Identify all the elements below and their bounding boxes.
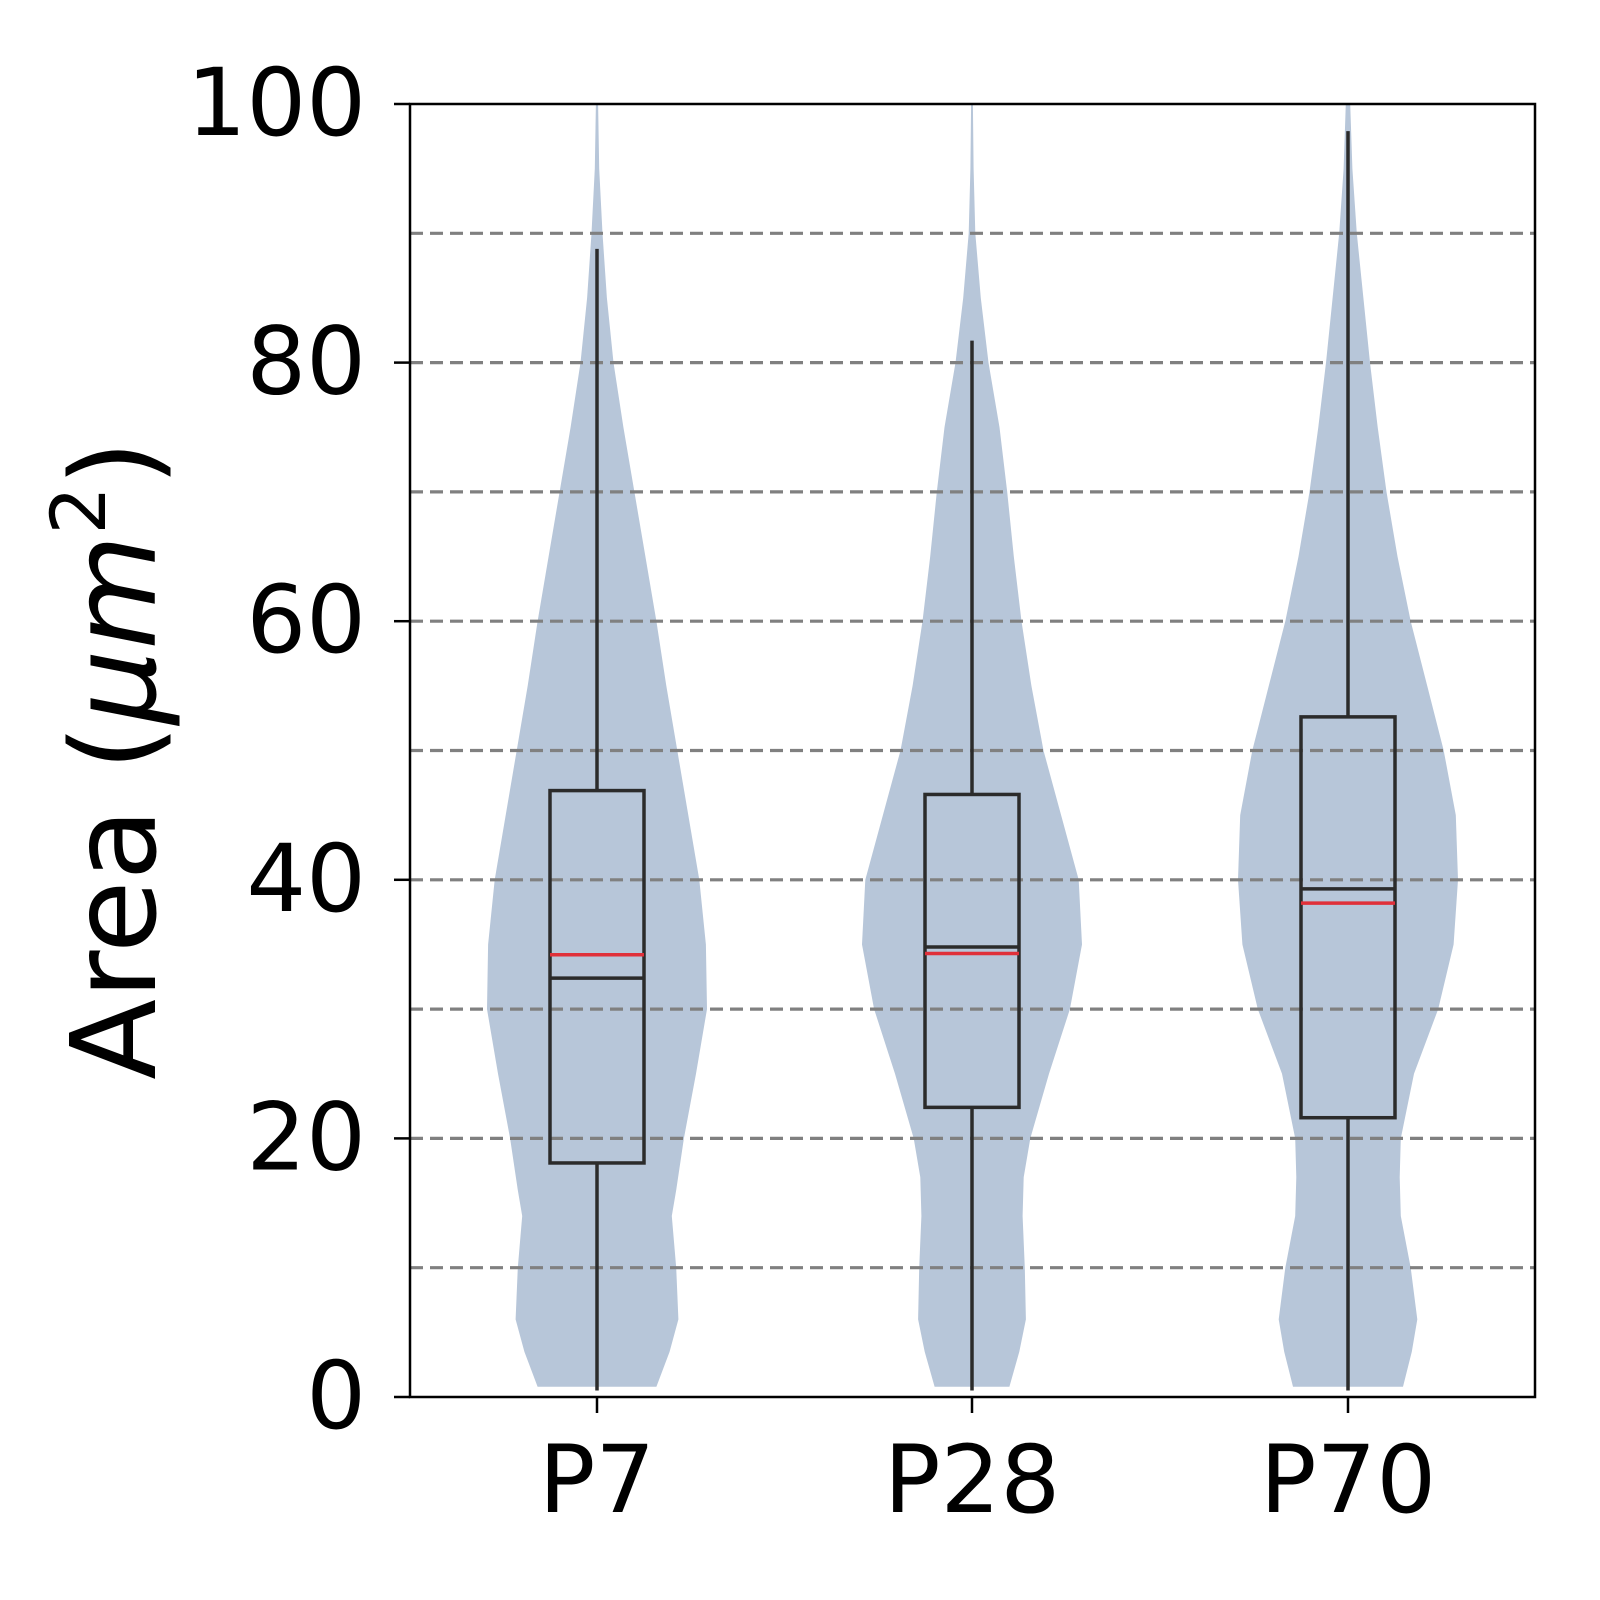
y-tick-label-20: 20 [246, 1083, 366, 1192]
y-axis-title-m: m [45, 535, 183, 650]
y-axis-title-sup: 2 [34, 486, 123, 534]
x-tick-label-P7: P7 [539, 1426, 656, 1535]
boxes-layer [548, 131, 1397, 1391]
violin-P70 [1238, 104, 1458, 1387]
x-tick-label-P28: P28 [884, 1426, 1060, 1535]
y-axis-title-mu: μ [45, 650, 183, 727]
box-P28 [923, 792, 1021, 1110]
y-tick-label-100: 100 [187, 49, 366, 158]
x-tick-label-P70: P70 [1260, 1426, 1436, 1535]
y-tick-label-40: 40 [246, 825, 366, 934]
y-ticks-layer: 0 20 40 60 80 100 [187, 49, 410, 1451]
y-tick-label-0: 0 [306, 1342, 366, 1451]
x-ticks-layer: P7 P28 P70 [539, 1397, 1436, 1535]
box-P70 [1299, 715, 1397, 1120]
y-axis-title-main: Area ( [45, 725, 183, 1080]
y-axis-title: Area (μm2) [34, 440, 183, 1080]
y-tick-label-60: 60 [246, 566, 366, 675]
y-tick-label-80: 80 [246, 308, 366, 417]
y-axis-title-close: ) [45, 440, 183, 486]
